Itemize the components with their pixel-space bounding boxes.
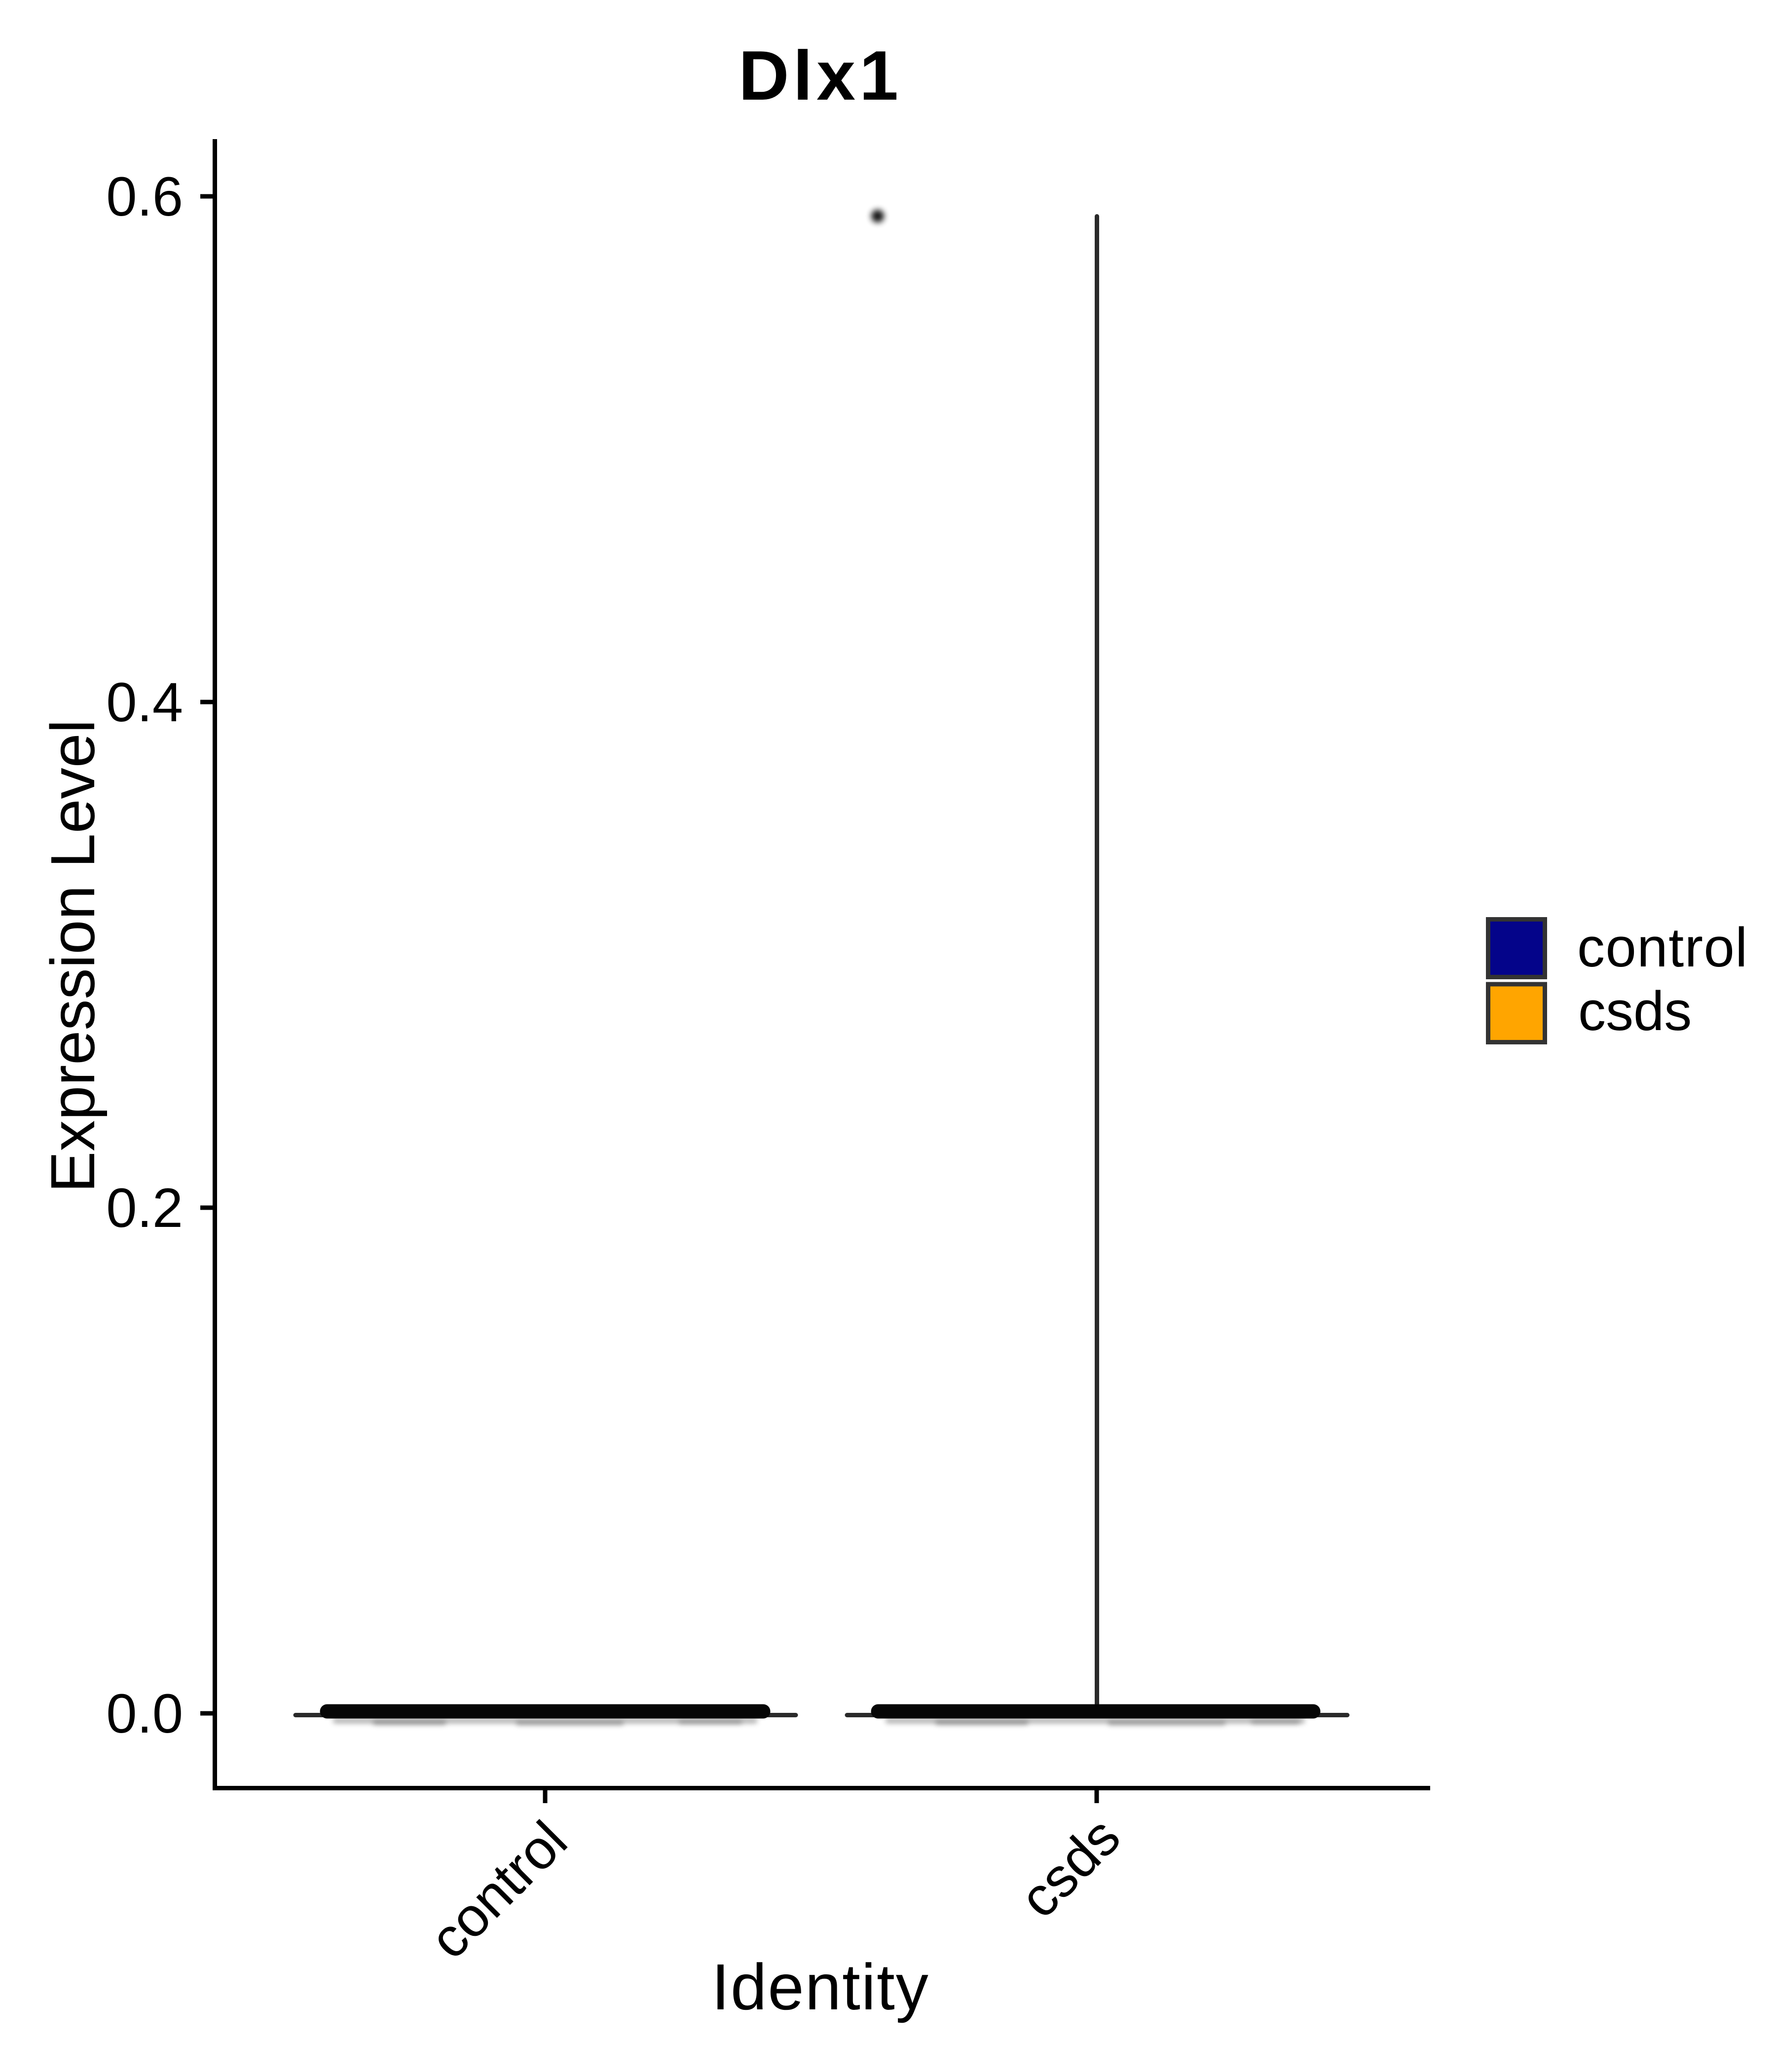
svg-text:control: control xyxy=(418,1810,579,1970)
svg-text:0.2: 0.2 xyxy=(106,1177,183,1239)
svg-text:csds: csds xyxy=(1578,980,1692,1042)
svg-text:Identity: Identity xyxy=(711,1951,929,2023)
svg-text:0.0: 0.0 xyxy=(106,1683,183,1744)
svg-text:Expression Level: Expression Level xyxy=(38,719,108,1193)
svg-text:control: control xyxy=(1577,917,1748,978)
svg-text:csds: csds xyxy=(1008,1806,1132,1929)
svg-text:0.4: 0.4 xyxy=(106,671,183,733)
svg-text:0.6: 0.6 xyxy=(106,166,183,227)
svg-text:Dlx1: Dlx1 xyxy=(739,37,902,115)
